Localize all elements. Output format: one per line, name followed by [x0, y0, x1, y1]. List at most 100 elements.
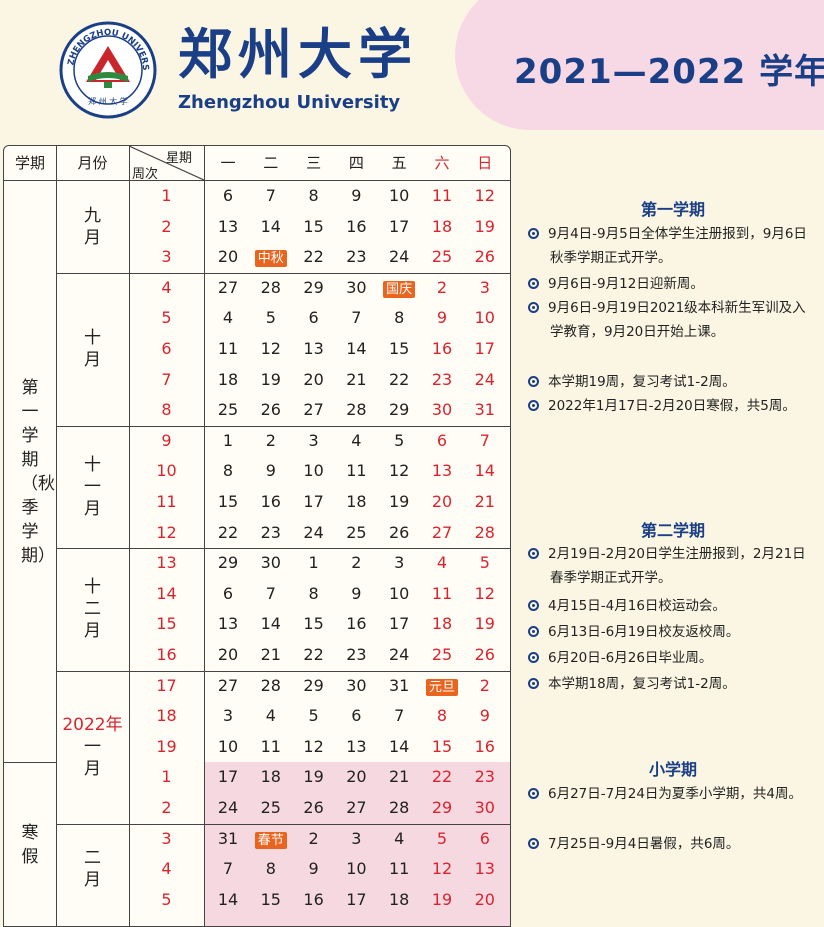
day-cell: 12	[260, 339, 281, 358]
day-cell: 14	[474, 461, 495, 481]
day-cell: 20	[217, 645, 239, 664]
day-cell: 11	[431, 583, 453, 603]
day-cell: 13	[346, 736, 367, 756]
week-number: 2	[161, 216, 172, 236]
weekday-header: 日	[477, 154, 493, 172]
day-cell: 19	[260, 369, 281, 389]
header-diagonal	[129, 146, 204, 180]
day-cell: 30	[474, 798, 495, 817]
bullet-icon	[528, 548, 539, 559]
day-cell: 15	[217, 492, 239, 511]
term-label: 第一学期（秋季学期）	[4, 181, 56, 762]
note-text: 6月13日-6月19日校友返校周。	[548, 624, 740, 640]
week-number: 7	[161, 369, 172, 389]
month-label: 九月	[56, 181, 129, 273]
day-cell: 7	[394, 706, 405, 726]
note-item: 本学期18周，复习考试1-2周。	[528, 672, 813, 696]
bullet-icon	[528, 626, 539, 637]
month-divider	[56, 272, 510, 274]
day-cell: 4	[222, 308, 234, 328]
day-cell: 23	[346, 247, 367, 267]
university-name-cn: 郑州大学	[178, 22, 418, 86]
svg-text:郑 州 大 学: 郑 州 大 学	[88, 96, 128, 106]
month-label-char: 月	[84, 759, 101, 780]
note-item: 6月13日-6月19日校友返校周。	[528, 620, 813, 644]
day-cell: 6	[479, 828, 490, 848]
day-cell: 10	[389, 583, 410, 603]
week-number: 6	[161, 339, 172, 358]
column-divider	[204, 146, 205, 926]
week-number: 10	[156, 461, 177, 481]
week-number: 2	[161, 798, 172, 817]
day-cell: 8	[394, 308, 405, 328]
day-cell: 7	[265, 583, 276, 603]
bullet-icon	[528, 678, 539, 689]
day-cell: 11	[260, 736, 281, 756]
day-cell: 23	[346, 645, 367, 664]
bullet-icon	[528, 302, 539, 313]
month-label: 十月	[56, 273, 129, 426]
day-cell: 24	[303, 522, 324, 542]
day-cell: 4	[394, 828, 405, 848]
day-cell: 20	[474, 889, 495, 909]
summer-title: 小学期	[648, 760, 697, 779]
day-cell: 12	[389, 461, 410, 481]
week-number: 5	[161, 889, 172, 909]
note-text: 9月6日-9月19日2021级本科新生军训及入学教育，9月20日开始上课。	[548, 300, 806, 340]
day-cell: 17	[389, 614, 410, 634]
day-cell: 20	[217, 247, 239, 267]
day-cell: 22	[217, 522, 239, 542]
holiday-day-cell: 春节	[250, 824, 292, 855]
day-cell: 27	[303, 400, 324, 420]
week-number: 4	[161, 859, 172, 879]
day-cell: 3	[394, 553, 405, 573]
day-cell: 2	[351, 553, 362, 573]
day-cell: 12	[474, 583, 495, 603]
day-cell: 4	[351, 430, 362, 450]
university-seal-icon: ZHENGZHOU UNIVERSITY 郑 州 大 学	[58, 20, 157, 119]
week-number: 19	[156, 736, 177, 756]
week-number: 15	[156, 614, 177, 634]
day-cell: 14	[260, 614, 281, 634]
day-cell: 22	[431, 767, 453, 787]
note-text: 2022年1月17日-2月20日寒假，共5周。	[548, 398, 796, 414]
day-cell: 31	[389, 675, 410, 695]
day-cell: 19	[474, 216, 495, 236]
day-cell: 4	[436, 553, 448, 573]
note-item: 9月6日-9月12日迎新周。	[528, 272, 813, 296]
note-text: 4月15日-4月16日校运动会。	[548, 598, 726, 614]
day-cell: 29	[431, 798, 453, 817]
week-number: 17	[156, 675, 177, 695]
table-header-row: 学期 月份 星期 周次 一 二 三 四 五 六 日	[4, 146, 510, 182]
day-cell: 8	[308, 186, 319, 205]
note-item: 9月4日-9月5日全体学生注册报到，9月6日秋季学期正式开学。	[528, 222, 813, 270]
week-number: 1	[161, 767, 172, 787]
day-cell: 22	[303, 247, 324, 267]
page-title: 2021—2022 学年	[514, 52, 824, 92]
bullet-icon	[528, 228, 539, 239]
day-cell: 22	[389, 369, 410, 389]
bullet-icon	[528, 376, 539, 387]
day-cell: 27	[346, 798, 367, 817]
day-cell: 2	[265, 430, 276, 450]
day-cell: 25	[431, 247, 453, 267]
day-cell: 31	[474, 400, 495, 420]
term2-title: 第二学期	[640, 521, 705, 540]
day-cell: 9	[436, 308, 448, 328]
day-cell: 13	[217, 614, 239, 634]
holiday-badge: 国庆	[383, 280, 416, 298]
day-cell: 5	[394, 430, 405, 450]
day-cell: 9	[351, 583, 362, 603]
day-cell: 11	[389, 859, 410, 879]
day-cell: 21	[474, 492, 495, 511]
day-cell: 21	[389, 767, 410, 787]
day-cell: 11	[346, 461, 367, 481]
day-cell: 16	[303, 889, 324, 909]
month-label-char: 二	[84, 599, 101, 620]
week-number: 13	[156, 553, 177, 573]
week-number: 11	[156, 492, 177, 511]
day-cell: 12	[303, 736, 324, 756]
note-item: 2月19日-2月20日学生注册报到，2月21日春季学期正式开学。	[528, 542, 813, 590]
day-cell: 5	[436, 828, 448, 848]
day-cell: 1	[222, 430, 234, 450]
